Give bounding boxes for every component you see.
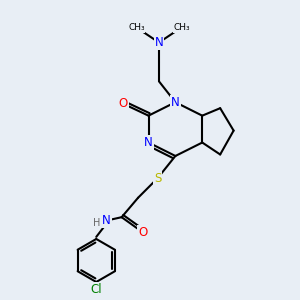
Text: O: O xyxy=(138,226,147,238)
Text: O: O xyxy=(118,97,128,110)
Text: CH₃: CH₃ xyxy=(173,23,190,32)
Text: Cl: Cl xyxy=(90,283,102,296)
Text: N: N xyxy=(171,96,180,109)
Text: H: H xyxy=(93,218,100,228)
Text: S: S xyxy=(154,172,161,185)
Text: N: N xyxy=(144,136,153,149)
Text: CH₃: CH₃ xyxy=(128,23,145,32)
Text: N: N xyxy=(102,214,111,227)
Text: N: N xyxy=(154,36,163,49)
